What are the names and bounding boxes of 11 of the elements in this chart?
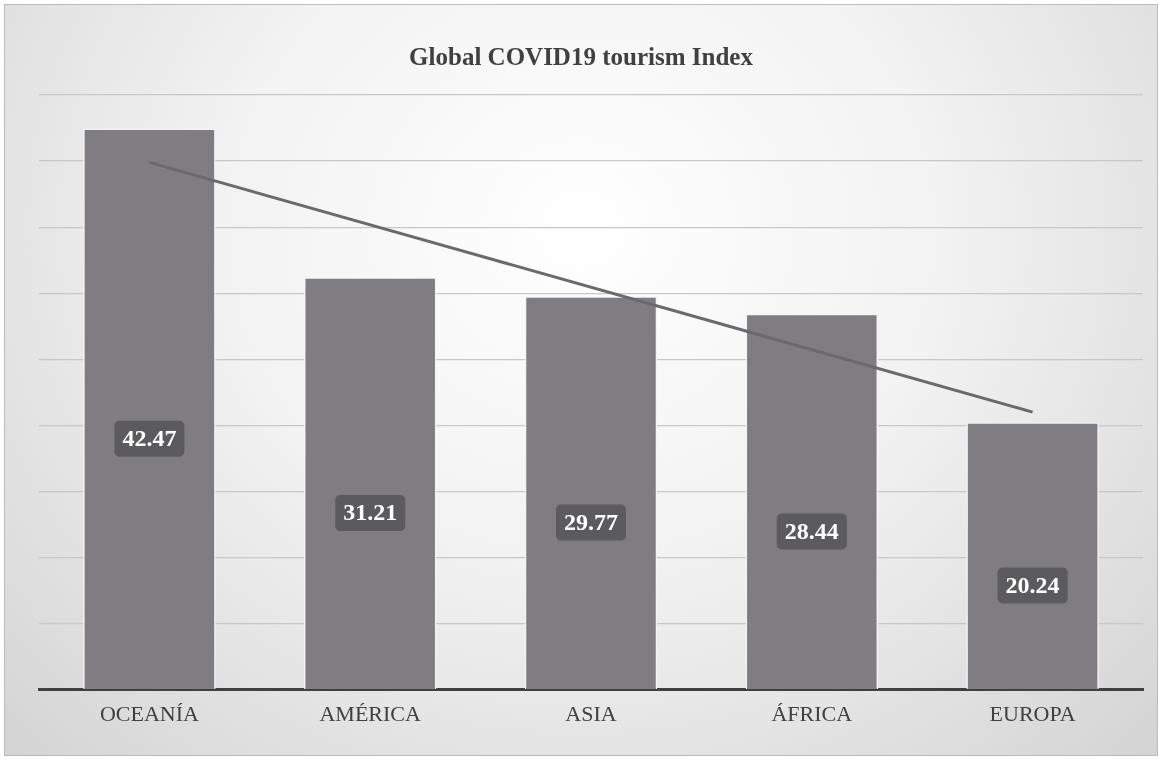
data-label: 42.47	[122, 424, 177, 451]
data-label: 31.21	[343, 499, 398, 526]
x-tick-label: ASIA	[565, 700, 617, 726]
x-tick-label: ÁFRICA	[771, 700, 853, 726]
x-tick-label: OCEANÍA	[99, 700, 199, 726]
x-tick-label: AMÉRICA	[319, 700, 422, 726]
data-label: 28.44	[784, 517, 839, 544]
data-label: 29.77	[564, 508, 618, 535]
data-label: 20.24	[1005, 571, 1060, 598]
x-tick-label: EUROPA	[989, 700, 1076, 726]
chart-title: Global COVID19 tourism Index	[408, 43, 754, 71]
